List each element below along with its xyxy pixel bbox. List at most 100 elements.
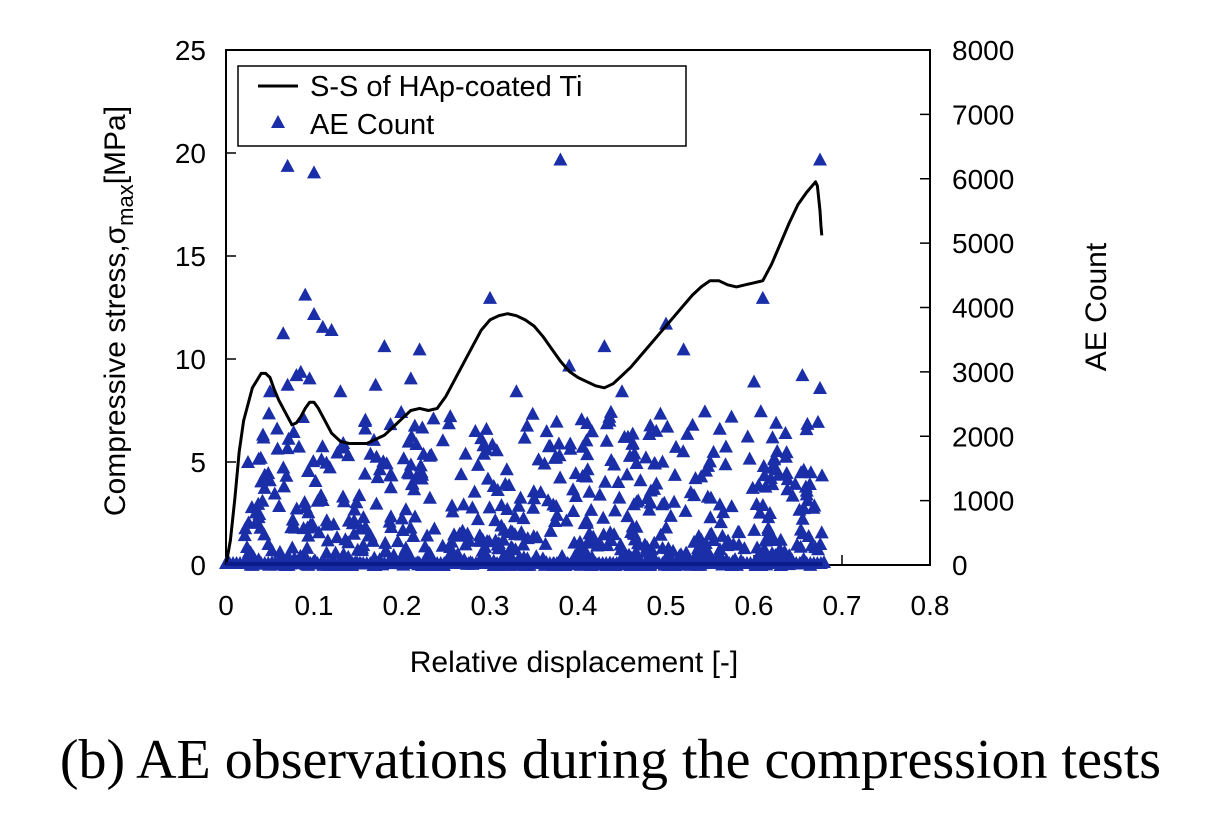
legend: S-S of HAp-coated Ti AE Count <box>237 65 687 147</box>
ae-count-marker <box>471 457 486 471</box>
ae-count-marker <box>307 306 321 320</box>
ae-count-marker <box>517 430 532 444</box>
ae-count-marker <box>642 502 657 516</box>
ae-count-marker <box>403 371 418 385</box>
ae-count-marker <box>320 533 335 547</box>
ae-count-marker <box>284 520 299 534</box>
ae-count-marker <box>355 540 370 554</box>
right-y-axis-ticks: 0 1000 2000 3000 4000 5000 6000 7000 8000 <box>920 35 1014 581</box>
ae-count-marker <box>552 448 567 462</box>
ae-count-marker <box>582 484 597 498</box>
ae-count-marker <box>747 374 761 388</box>
ae-count-marker <box>408 509 423 523</box>
ae-count-marker <box>655 454 670 468</box>
ae-count-marker <box>322 460 337 474</box>
ae-count-marker <box>643 495 658 509</box>
ae-count-marker <box>462 533 477 547</box>
ae-count-marker <box>255 493 270 507</box>
ae-count-marker <box>470 512 485 526</box>
ae-count-marker <box>553 470 568 484</box>
ae-count-marker <box>398 502 413 516</box>
ae-count-marker <box>257 527 272 541</box>
ae-count-marker <box>315 319 330 333</box>
ae-count-marker <box>263 384 277 398</box>
ae-count-marker <box>638 450 653 464</box>
legend-box <box>237 65 687 147</box>
ae-count-marker <box>254 474 269 488</box>
ae-count-marker <box>592 537 607 551</box>
ae-count-marker <box>757 468 772 482</box>
ae-count-marker <box>280 158 295 172</box>
ae-count-marker <box>551 436 566 450</box>
legend-triangle-swatch <box>271 115 285 128</box>
ae-count-marker <box>659 316 673 330</box>
left-y-axis-ticks: 0 5 10 15 20 25 <box>175 35 236 581</box>
ae-count-marker <box>378 543 393 557</box>
ae-count-marker <box>620 509 635 523</box>
ae-count-marker <box>596 527 611 541</box>
ae-count-marker <box>301 528 316 542</box>
ae-count-marker <box>799 422 814 436</box>
ae-count-marker <box>653 527 668 541</box>
ae-count-marker <box>690 541 705 555</box>
left-y-axis-label: Compressive stress,σmax[MPa] <box>99 106 138 516</box>
ae-count-marker <box>755 290 770 304</box>
ae-count-marker <box>718 457 733 471</box>
ae-count-marker <box>678 503 693 517</box>
ae-count-marker <box>815 468 830 482</box>
ae-count-marker <box>403 457 418 471</box>
ae-count-marker <box>475 532 490 546</box>
ae-count-marker <box>811 414 826 428</box>
ae-count-marker <box>731 537 746 551</box>
ae-count-marker <box>627 526 642 540</box>
ae-count-marker <box>663 508 678 522</box>
ae-count-marker <box>298 287 313 301</box>
ae-count-marker <box>550 507 565 521</box>
x-tick-label: 0.5 <box>647 590 686 621</box>
ae-count-marker <box>629 456 644 470</box>
ae-count-marker <box>580 535 595 549</box>
ae-count-marker <box>319 513 334 527</box>
ae-count-marker <box>237 528 252 542</box>
ae-count-marker <box>566 503 581 517</box>
ae-count-marker <box>794 465 809 479</box>
ae-count-marker <box>706 444 721 458</box>
ae-count-marker <box>615 384 629 398</box>
ae-count-marker <box>563 436 578 450</box>
ae-count-marker <box>314 488 329 502</box>
ae-count-marker <box>580 515 595 529</box>
ae-count-marker <box>272 498 287 512</box>
ae-count-marker <box>368 377 383 391</box>
ae-count-marker <box>413 458 428 472</box>
ae-count-marker <box>811 542 826 556</box>
ae-count-marker <box>443 409 458 423</box>
left-y-axis-label-main: Compressive stress,σ <box>99 225 132 516</box>
ae-count-marker <box>758 533 773 547</box>
ae-count-marker <box>537 456 552 470</box>
right-y-tick-label: 7000 <box>952 99 1014 130</box>
ae-count-marker <box>341 448 356 462</box>
ae-count-marker <box>346 526 361 540</box>
ae-count-marker <box>592 487 607 501</box>
ae-count-marker <box>498 476 513 490</box>
ae-count-marker <box>445 504 460 518</box>
ae-count-marker <box>755 545 770 559</box>
ae-count-marker <box>444 534 459 548</box>
stress-strain-series <box>224 180 824 566</box>
ae-count-marker <box>441 416 456 430</box>
ae-count-marker <box>546 497 561 511</box>
ae-count-marker <box>409 437 424 451</box>
left-y-tick-label: 0 <box>190 550 206 581</box>
ae-count-marker <box>640 540 655 554</box>
ae-count-marker <box>285 540 300 554</box>
ae-count-marker <box>795 368 810 382</box>
ae-count-marker <box>667 494 682 508</box>
ae-count-marker <box>467 484 482 498</box>
ae-count-marker <box>633 473 648 487</box>
ae-count-marker <box>703 510 718 524</box>
ae-count-marker <box>753 404 768 418</box>
x-tick-label: 0 <box>218 590 234 621</box>
ae-count-marker <box>281 431 296 445</box>
ae-count-marker <box>643 418 658 432</box>
ae-count-marker <box>507 509 522 523</box>
